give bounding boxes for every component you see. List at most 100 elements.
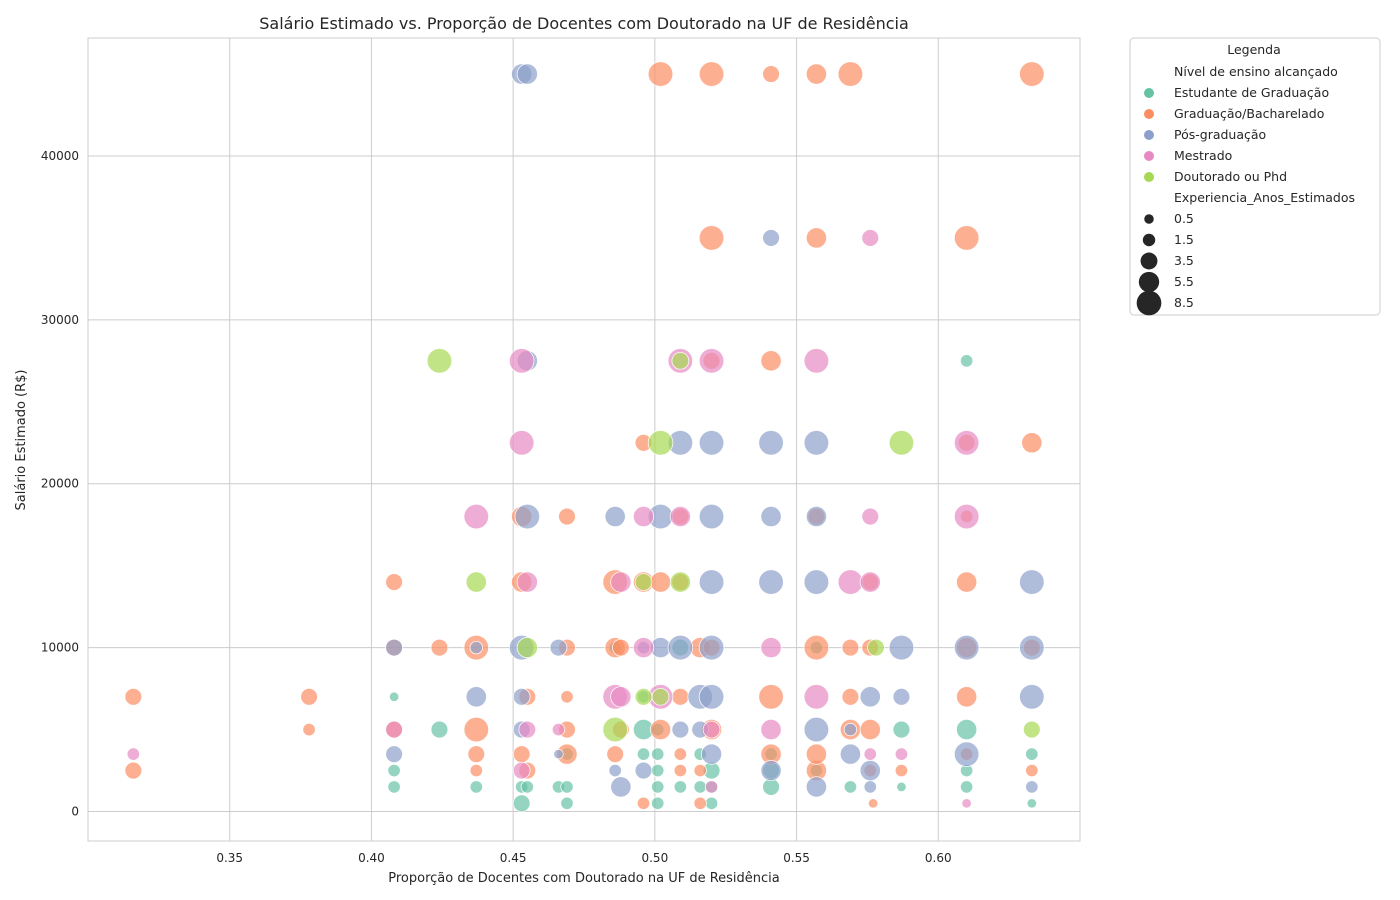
- data-point-series-2: [1019, 634, 1045, 661]
- legend-size-label: 5.5: [1174, 274, 1194, 289]
- data-point-series-1: [805, 63, 827, 85]
- data-point-series-3: [518, 720, 537, 739]
- data-point-series-1: [385, 573, 403, 591]
- data-point-series-4: [426, 348, 453, 374]
- data-point-series-1: [859, 718, 881, 741]
- legend: Legenda Nível de ensino alcançado Estuda…: [1129, 37, 1381, 316]
- data-point-series-3: [803, 684, 830, 710]
- legend-size-title: Experiencia_Anos_Estimados: [1174, 190, 1355, 205]
- data-point-series-3: [861, 507, 880, 526]
- data-point-series-2: [762, 229, 780, 247]
- data-point-series-3: [508, 348, 535, 374]
- data-point-series-3: [632, 505, 655, 528]
- data-point-series-1: [867, 798, 879, 809]
- legend-size-marker: [1138, 271, 1160, 293]
- data-point-series-3: [126, 747, 140, 761]
- data-point-series-3: [385, 720, 403, 739]
- legend-size-marker: [1136, 290, 1162, 316]
- data-point-series-3: [704, 780, 719, 794]
- data-point-series-2: [760, 759, 782, 782]
- data-point-series-4: [1022, 720, 1041, 739]
- data-point-series-1: [1025, 763, 1039, 778]
- data-point-series-4: [671, 351, 690, 370]
- legend-title: Legenda: [1227, 42, 1281, 57]
- x-tick-label: 0.60: [925, 851, 952, 865]
- data-point-series-2: [758, 569, 784, 595]
- data-point-series-1: [647, 61, 674, 87]
- x-tick-label: 0.55: [783, 851, 810, 865]
- data-point-series-1: [467, 745, 486, 763]
- legend-hue-label: Graduação/Bacharelado: [1174, 106, 1324, 121]
- data-point-series-0: [512, 794, 531, 813]
- data-point-series-0: [388, 691, 400, 702]
- data-point-series-3: [516, 571, 538, 593]
- y-tick-label: 10000: [41, 641, 79, 655]
- y-tick-label: 30000: [41, 313, 79, 327]
- data-point-series-2: [385, 638, 403, 657]
- data-point-series-3: [863, 747, 877, 761]
- data-point-series-0: [430, 720, 449, 739]
- data-point-series-0: [673, 780, 688, 794]
- data-point-series-2: [859, 759, 881, 782]
- data-point-series-2: [953, 634, 980, 661]
- data-point-series-0: [520, 780, 534, 794]
- data-point-series-2: [1019, 684, 1045, 710]
- legend-size-label: 8.5: [1174, 295, 1194, 310]
- data-point-series-1: [671, 687, 690, 706]
- y-tick-label: 40000: [41, 149, 79, 163]
- data-point-series-1: [606, 745, 625, 763]
- data-point-series-3: [610, 686, 632, 708]
- y-axis-label: Salário Estimado (R$): [14, 370, 29, 511]
- data-point-series-3: [859, 571, 881, 593]
- data-point-series-4: [602, 716, 628, 743]
- data-point-series-1: [558, 507, 576, 526]
- data-point-series-0: [636, 747, 651, 761]
- data-point-series-3: [961, 798, 972, 809]
- data-point-series-3: [698, 348, 725, 374]
- data-point-series-3: [953, 430, 980, 456]
- legend-hue-marker: [1144, 130, 1154, 140]
- data-point-series-3: [669, 505, 691, 528]
- data-point-series-1: [758, 684, 784, 710]
- data-point-series-0: [651, 780, 665, 794]
- legend-size-entries: 0.5 1.5 3.5 5.5 8.5: [1136, 211, 1194, 316]
- data-point-series-0: [469, 780, 483, 794]
- data-point-series-2: [863, 780, 877, 794]
- data-point-series-4: [465, 571, 487, 593]
- data-point-series-2: [1025, 780, 1039, 794]
- legend-size-label: 1.5: [1174, 232, 1194, 247]
- data-point-series-1: [673, 747, 688, 761]
- legend-size-marker: [1142, 233, 1156, 247]
- data-point-series-2: [667, 634, 694, 661]
- data-point-series-2: [805, 776, 827, 798]
- data-point-series-0: [704, 796, 719, 810]
- data-point-series-0: [896, 781, 907, 793]
- data-point-series-1: [837, 61, 864, 87]
- data-point-series-2: [514, 503, 541, 530]
- data-point-series-3: [702, 720, 721, 739]
- data-point-series-2: [469, 640, 483, 655]
- y-axis-ticks: 0 10000 20000 30000 40000: [41, 149, 79, 819]
- data-point-series-2: [516, 63, 538, 85]
- data-point-series-0: [387, 763, 401, 778]
- data-point-series-2: [385, 745, 403, 763]
- data-point-series-2: [953, 741, 980, 767]
- data-point-series-4: [634, 573, 653, 591]
- data-point-series-1: [124, 687, 143, 706]
- data-point-series-0: [959, 780, 974, 794]
- data-point-series-1: [698, 225, 725, 251]
- data-point-series-3: [512, 761, 531, 780]
- legend-hue-marker: [1144, 88, 1154, 98]
- data-point-series-1: [560, 690, 574, 704]
- legend-hue-marker: [1144, 172, 1154, 182]
- data-point-series-0: [560, 796, 574, 810]
- legend-size-marker: [1144, 214, 1154, 224]
- data-point-series-2: [803, 716, 830, 743]
- legend-size-label: 3.5: [1174, 253, 1194, 268]
- data-point-series-4: [651, 687, 670, 706]
- data-point-series-3: [760, 718, 782, 741]
- legend-hue-label: Estudante de Graduação: [1174, 85, 1329, 100]
- data-point-series-2: [698, 684, 725, 710]
- data-point-series-1: [636, 796, 651, 810]
- data-point-series-1: [300, 687, 318, 706]
